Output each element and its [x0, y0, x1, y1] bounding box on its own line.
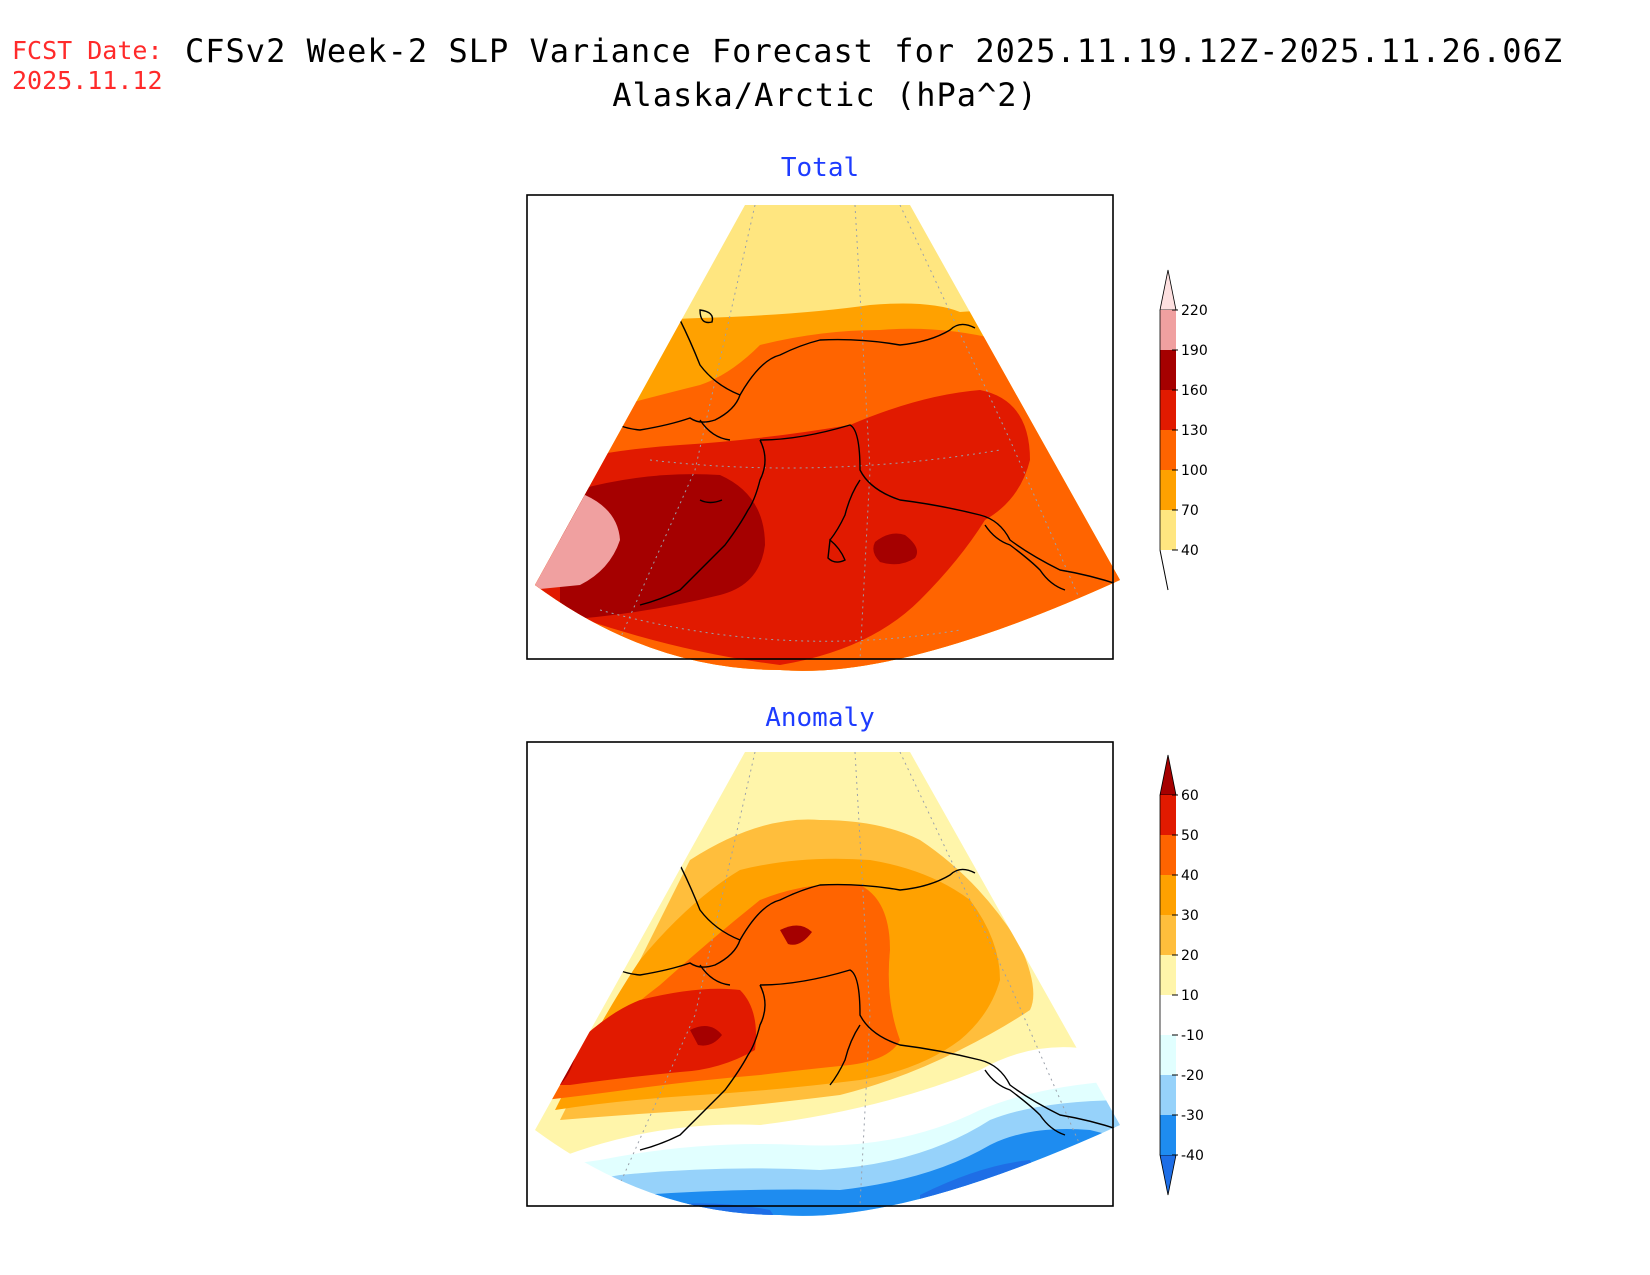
colorbar-total-label: 160 [1181, 383, 1208, 399]
anomaly-frame [526, 741, 1114, 1207]
panel-title-anomaly: Anomaly [765, 703, 875, 733]
colorbar-anomaly: -40 -30 -20 -10 10 20 30 40 50 60 [1159, 754, 1204, 1196]
colorbar-anomaly-band [1160, 995, 1176, 1035]
anomaly-coastline [609, 864, 1120, 1151]
colorbar-total-label: 130 [1181, 423, 1208, 439]
colorbar-total: 40 70 100 130 160 190 220 [1159, 269, 1208, 591]
colorbar-anomaly-label: -40 [1181, 1148, 1204, 1164]
colorbar-anomaly-label: -20 [1181, 1068, 1204, 1084]
colorbar-anomaly-band [1160, 915, 1176, 955]
title-line-2: Alaska/Arctic (hPa^2) [612, 76, 1038, 114]
colorbar-anomaly-label: 50 [1181, 828, 1199, 844]
colorbar-total-label: 190 [1181, 343, 1208, 359]
colorbar-total-label: 220 [1181, 303, 1208, 319]
colorbar-anomaly-band [1160, 1035, 1176, 1075]
anomaly-contour-50 [540, 988, 756, 1085]
total-contour-160-b [873, 533, 918, 565]
colorbar-anomaly-band [1160, 875, 1176, 915]
colorbar-anomaly-label: 20 [1181, 948, 1199, 964]
forecast-date-block: FCST Date: 2025.11.12 [12, 36, 163, 96]
colorbar-anomaly-band [1160, 1075, 1176, 1115]
colorbar-anomaly-label: -10 [1181, 1028, 1204, 1044]
anomaly-contour-60-a [690, 1026, 722, 1046]
colorbar-anomaly-band [1160, 1115, 1176, 1155]
total-contour-160 [560, 474, 765, 620]
title-line-1: CFSv2 Week-2 SLP Variance Forecast for 2… [185, 32, 1564, 70]
colorbar-anomaly-label: 30 [1181, 908, 1199, 924]
colorbar-total-bottom-arrow [1159, 549, 1169, 591]
colorbar-total-top-arrow [1159, 269, 1177, 311]
total-coastline [609, 309, 1120, 606]
colorbar-total-band [1160, 390, 1176, 430]
anomaly-contour-60-b [780, 925, 812, 945]
colorbar-total-label: 70 [1181, 503, 1199, 519]
total-map [526, 194, 1120, 671]
colorbar-anomaly-band [1160, 955, 1176, 995]
colorbar-anomaly-label: -30 [1181, 1108, 1204, 1124]
colorbar-total-band [1160, 470, 1176, 510]
colorbar-anomaly-label: 10 [1181, 988, 1199, 1004]
colorbar-total-band [1160, 350, 1176, 390]
colorbar-anomaly-label: 60 [1181, 788, 1199, 804]
colorbar-total-label: 40 [1181, 543, 1199, 559]
colorbar-total-band [1160, 510, 1176, 550]
anomaly-map [526, 741, 1120, 1216]
colorbar-anomaly-band [1160, 835, 1176, 875]
panel-title-total: Total [780, 153, 860, 183]
colorbar-anomaly-top-arrow [1159, 754, 1177, 796]
fcst-label: FCST Date: [12, 36, 163, 65]
fcst-date: 2025.11.12 [12, 66, 163, 95]
colorbar-total-label: 100 [1181, 463, 1208, 479]
colorbar-anomaly-label: 40 [1181, 868, 1199, 884]
colorbar-anomaly-band [1160, 795, 1176, 835]
colorbar-total-band [1160, 430, 1176, 470]
colorbar-total-band [1160, 310, 1176, 350]
colorbar-anomaly-bottom-arrow [1159, 1154, 1177, 1196]
total-frame [526, 194, 1114, 660]
